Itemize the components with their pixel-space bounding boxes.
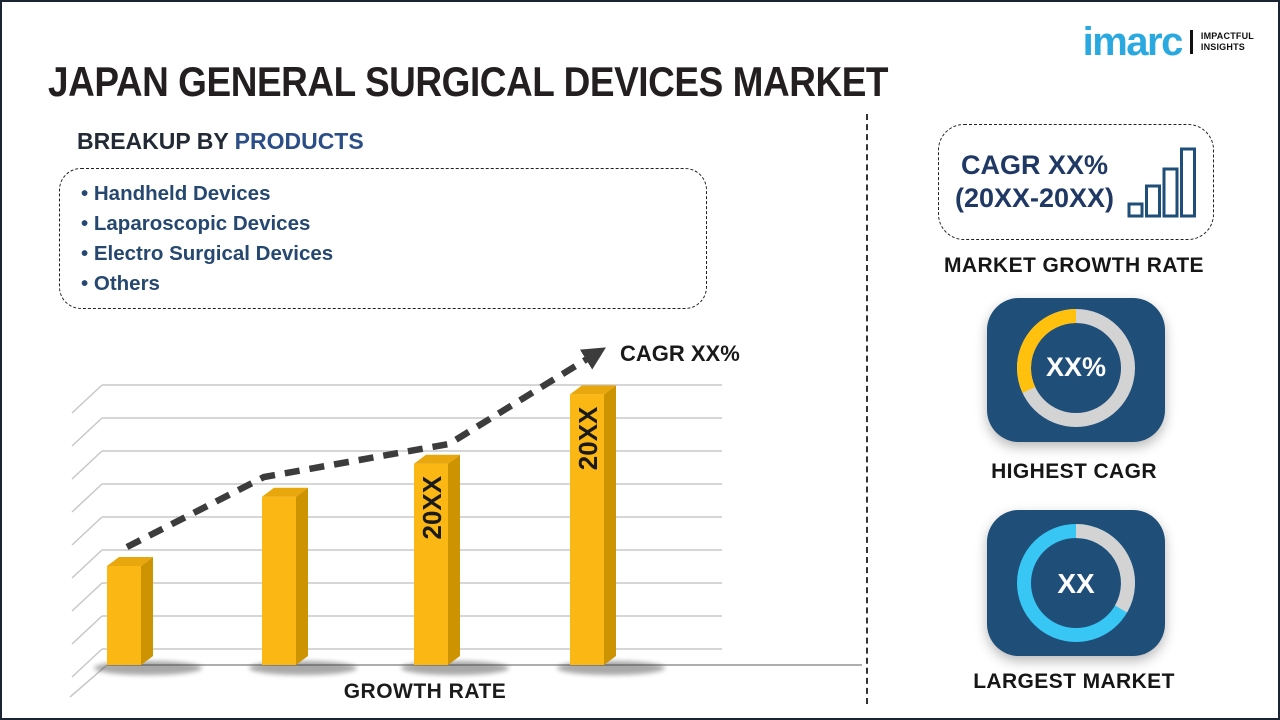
- highest-cagr-value: XX%: [1045, 352, 1107, 382]
- logo-tagline-line2: INSIGHTS: [1200, 42, 1245, 52]
- page-title: JAPAN GENERAL SURGICAL DEVICES MARKET: [48, 58, 889, 105]
- list-item: Laparoscopic Devices: [81, 209, 706, 239]
- market-growth-rate-label: MARKET GROWTH RATE: [944, 254, 1204, 277]
- highest-cagr-tile: XX%: [987, 298, 1165, 442]
- logo-divider-bar: [1189, 30, 1193, 54]
- imarc-brand-text: imarc: [1082, 20, 1184, 64]
- growth-chart-svg: 20XX 20XX: [69, 347, 862, 698]
- largest-market-value: XX: [1057, 568, 1095, 599]
- largest-market-tile: XX: [987, 510, 1165, 656]
- cagr-box-text: CAGR XX% (20XX-20XX): [955, 149, 1114, 215]
- ascending-bars-icon: [1127, 147, 1197, 218]
- breakup-products-list: Handheld Devices Laparoscopic Devices El…: [60, 179, 706, 299]
- logo-tagline: IMPACTFUL INSIGHTS: [1201, 31, 1254, 54]
- list-item: Handheld Devices: [81, 179, 706, 209]
- breakup-products-box: Handheld Devices Laparoscopic Devices El…: [59, 168, 707, 309]
- cagr-box-line1: CAGR XX%: [960, 150, 1108, 181]
- logo-tagline-line1: IMPACTFUL: [1200, 30, 1254, 41]
- x-axis-label: GROWTH RATE: [343, 680, 507, 703]
- svg-text:20XX: 20XX: [417, 475, 447, 539]
- largest-market-label: LARGEST MARKET: [973, 670, 1175, 693]
- svg-text:20XX: 20XX: [573, 406, 603, 470]
- market-growth-rate-box: CAGR XX% (20XX-20XX): [938, 124, 1214, 240]
- list-item: Others: [81, 269, 706, 299]
- breakup-heading: BREAKUP BY PRODUCTS: [77, 128, 364, 155]
- highest-cagr-label: HIGHEST CAGR: [991, 460, 1157, 483]
- vertical-dashed-divider: [866, 114, 868, 704]
- highest-cagr-donut-icon: [1017, 309, 1135, 427]
- cagr-annotation: CAGR XX%: [620, 341, 740, 366]
- cagr-box-line2: (20XX-20XX): [954, 183, 1115, 213]
- imarc-logo: imarc IMPACTFUL INSIGHTS: [1083, 22, 1254, 62]
- list-item: Electro Surgical Devices: [81, 239, 706, 269]
- breakup-heading-highlight: PRODUCTS: [234, 128, 364, 154]
- breakup-heading-prefix: BREAKUP BY: [77, 128, 235, 154]
- growth-bar-chart: 20XX 20XX CAGR XX% GROWTH RATE: [57, 332, 867, 714]
- largest-market-donut-icon: [1017, 524, 1135, 642]
